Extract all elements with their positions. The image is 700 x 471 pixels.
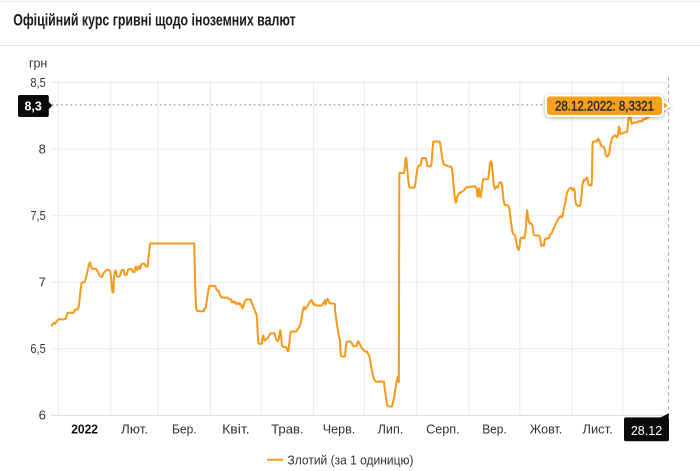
svg-text:Офіційний курс гривні щодо іно: Офіційний курс гривні щодо іноземних вал… <box>13 11 296 30</box>
svg-text:Вер.: Вер. <box>482 423 507 437</box>
svg-text:Жовт.: Жовт. <box>530 423 563 437</box>
svg-text:7,5: 7,5 <box>30 208 45 223</box>
svg-text:Лип.: Лип. <box>378 423 404 437</box>
svg-text:8,3: 8,3 <box>25 98 42 113</box>
svg-text:грн: грн <box>29 56 47 71</box>
svg-text:6,5: 6,5 <box>30 341 45 356</box>
svg-text:Трав.: Трав. <box>271 423 304 437</box>
svg-text:Лют.: Лют. <box>121 423 148 437</box>
svg-text:28.12: 28.12 <box>631 424 662 438</box>
svg-text:28.12.2022: 8,3321: 28.12.2022: 8,3321 <box>555 97 654 113</box>
svg-text:8: 8 <box>39 141 46 156</box>
svg-text:8,5: 8,5 <box>30 75 45 90</box>
svg-text:Квіт.: Квіт. <box>222 423 250 437</box>
svg-text:7: 7 <box>39 275 46 290</box>
svg-text:Злотий (за 1 одиницю): Злотий (за 1 одиницю) <box>288 452 414 467</box>
svg-text:Черв.: Черв. <box>323 423 356 437</box>
svg-text:Серп.: Серп. <box>426 423 460 437</box>
svg-text:Бер.: Бер. <box>172 423 197 437</box>
svg-text:Лист.: Лист. <box>583 423 613 437</box>
svg-text:6: 6 <box>39 408 46 423</box>
svg-text:2022: 2022 <box>71 423 98 437</box>
